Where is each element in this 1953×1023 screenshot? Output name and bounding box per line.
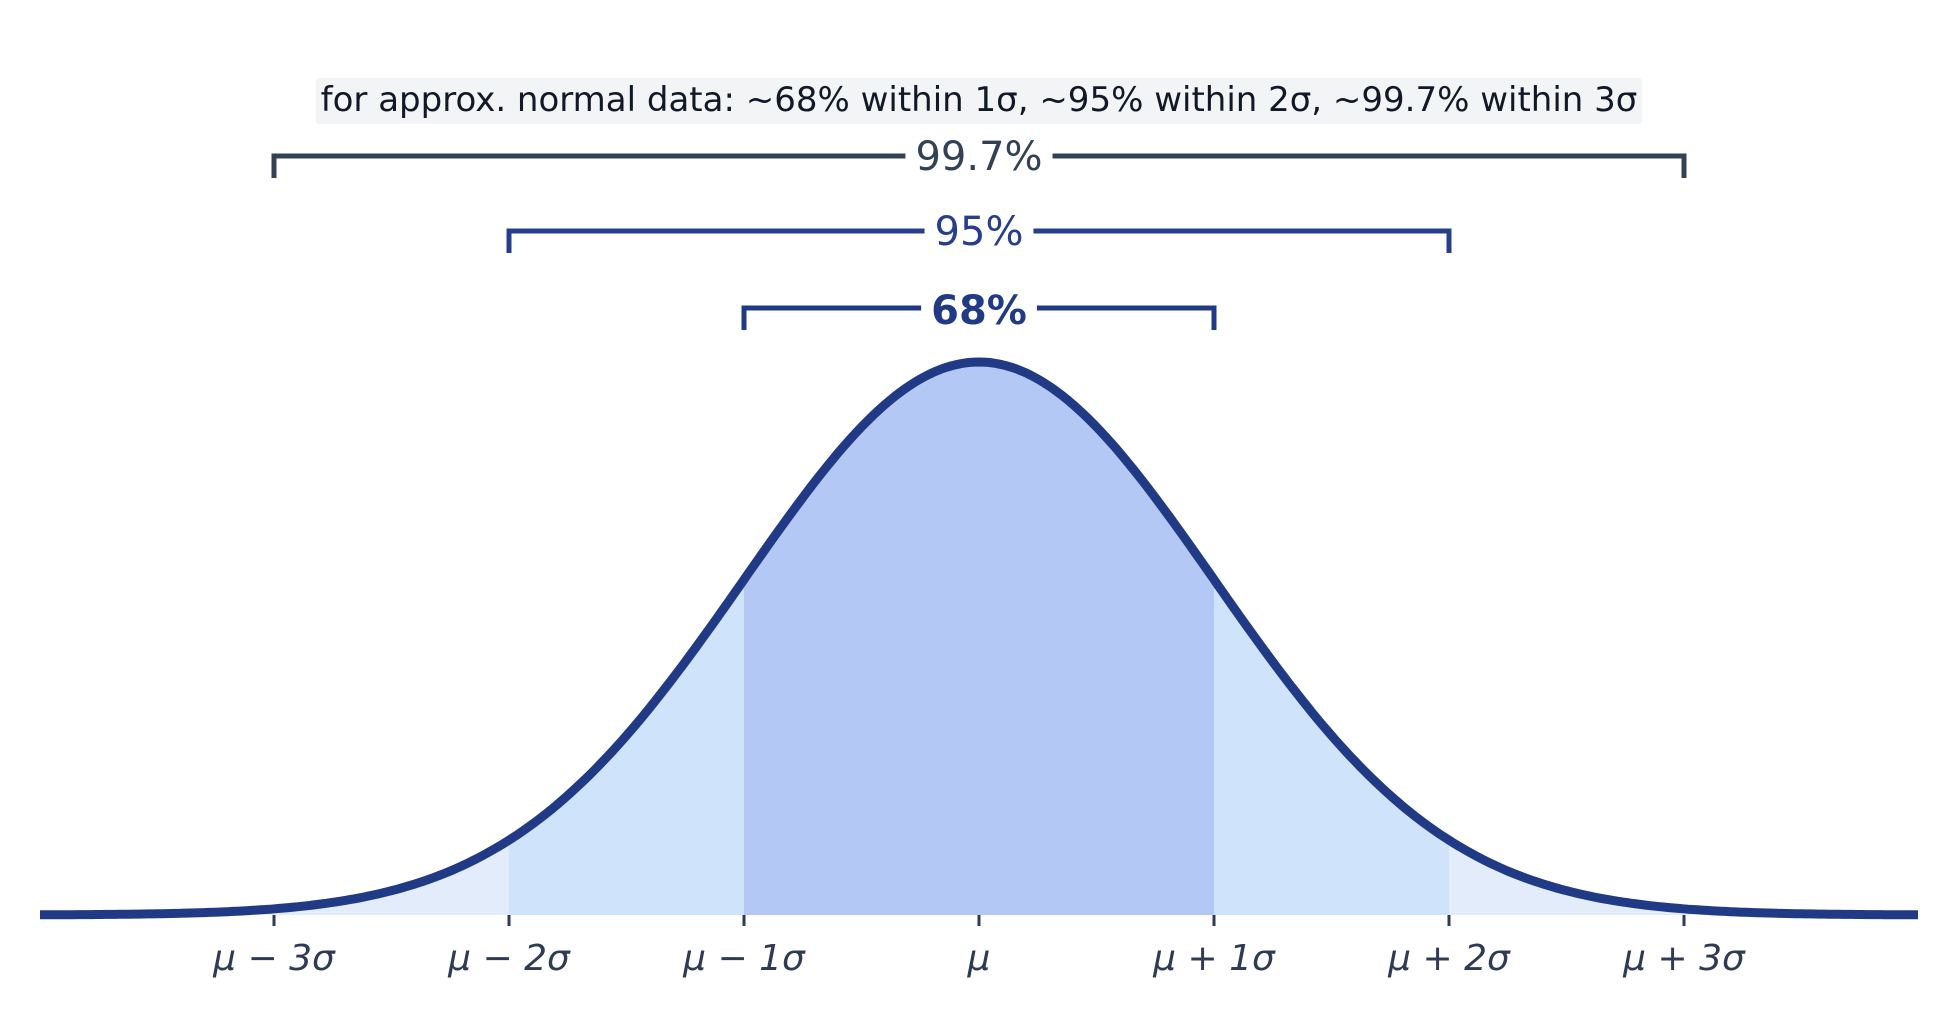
bracket-95: 95%: [506, 209, 1452, 255]
annotation-box: for approx. normal data: ~68% within 1σ,…: [315, 78, 1643, 124]
bracket-label-99.7: 99.7%: [915, 134, 1042, 180]
annotation-background: [315, 78, 1643, 124]
density-curve: [40, 357, 1918, 920]
tick-label: μ: [967, 938, 991, 979]
band-area-68: [744, 362, 1214, 915]
bracket-line-left: [271, 153, 906, 178]
bracket-68: 68%: [741, 288, 1217, 334]
tick-label: μ − 2σ: [447, 938, 571, 979]
tick-label: μ − 1σ: [682, 938, 806, 979]
bracket-line-left: [506, 228, 925, 253]
bracket-label-95: 95%: [935, 209, 1024, 255]
shaded-bands: [40, 362, 1918, 915]
bracket-line-left: [741, 305, 922, 330]
tick-label: μ + 3σ: [1622, 938, 1746, 979]
tick-label: μ + 2σ: [1387, 938, 1511, 979]
tick-label: μ + 1σ: [1152, 938, 1276, 979]
x-axis: μ − 3σ μ − 2σ μ − 1σ μ μ + 1σ μ + 2σ μ + 3σ: [212, 915, 1746, 979]
bracket-99.7: 99.7%: [271, 134, 1687, 180]
range-brackets: 68% 95% 99.7%: [271, 134, 1687, 334]
bracket-line-right: [1036, 305, 1217, 330]
bracket-line-right: [1033, 228, 1452, 253]
tick-label: μ − 3σ: [212, 938, 336, 979]
bracket-label-68: 68%: [931, 288, 1027, 334]
bracket-line-right: [1052, 153, 1687, 178]
annotation-text: for approx. normal data: ~68% within 1σ,…: [321, 80, 1638, 120]
